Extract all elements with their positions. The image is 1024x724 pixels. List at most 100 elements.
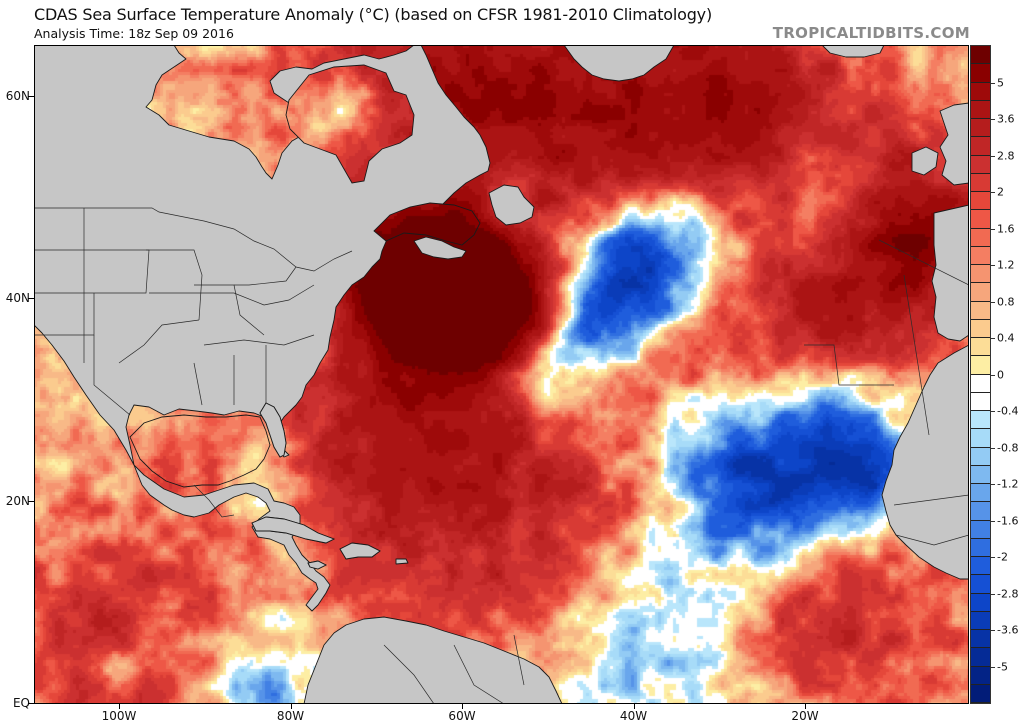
iceland [821, 45, 885, 58]
colorbar-segment [971, 210, 990, 229]
lon-tick [633, 704, 635, 709]
colorbar-label: -1.6 [997, 514, 1019, 527]
colorbar-tick [991, 338, 995, 339]
lon-label: 20W [791, 709, 819, 723]
lon-tick [290, 704, 292, 709]
colorbar-segment [971, 192, 990, 211]
colorbar-segment [971, 538, 990, 557]
colorbar-label: -2.8 [997, 587, 1019, 600]
florida [259, 402, 287, 458]
colorbar-segment [971, 630, 990, 649]
colorbar-label: 0.8 [997, 295, 1015, 308]
colorbar-segment [971, 520, 990, 539]
colorbar-segment [971, 557, 990, 576]
colorbar-segment [971, 429, 990, 448]
colorbar-segment [971, 338, 990, 357]
colorbar-segment [971, 484, 990, 503]
colorbar-tick [991, 593, 995, 595]
brand-watermark: TROPICALTIDBITS.COM [772, 24, 970, 42]
colorbar-segment [971, 265, 990, 284]
colorbar-label: 3.6 [997, 112, 1015, 126]
lat-label: 40N [5, 291, 30, 306]
colorbar-segment [971, 465, 990, 484]
colorbar-segment [971, 392, 990, 411]
colorbar-tick [991, 484, 995, 485]
lat-tick [28, 703, 34, 704]
colorbar-segment [971, 319, 990, 338]
colorbar-tick [991, 155, 995, 157]
colorbar-label: -3.6 [997, 623, 1019, 637]
colorbar-segment [971, 301, 990, 320]
colorbar-segment [971, 648, 990, 667]
colorbar-segment [971, 447, 990, 466]
colorbar-tick [991, 119, 995, 120]
colorbar-label: 5 [997, 76, 1004, 89]
colorbar-segment [971, 64, 990, 83]
colorbar-label: 0.4 [997, 331, 1015, 345]
colorbar-tick [991, 374, 995, 376]
colorbar-tick [991, 557, 995, 558]
colorbar [970, 45, 991, 704]
hudson-bay [285, 64, 415, 184]
colorbar-segment [971, 356, 990, 375]
map-title: CDAS Sea Surface Temperature Anomaly (°C… [34, 5, 712, 24]
colorbar-tick [991, 447, 995, 449]
colorbar-segment [971, 593, 990, 612]
colorbar-label: 2 [997, 185, 1004, 199]
colorbar-segment [971, 119, 990, 138]
sst-anomaly-map [34, 45, 969, 704]
colorbar-segment [971, 684, 990, 703]
cuba [251, 516, 336, 544]
lat-tick [28, 298, 34, 300]
colorbar-segment [971, 82, 990, 101]
colorbar-segment [971, 46, 990, 65]
colorbar-segment [971, 173, 990, 192]
colorbar-label: -1.2 [997, 477, 1019, 491]
colorbar-label: 1.2 [997, 258, 1015, 272]
colorbar-segment [971, 228, 990, 247]
lat-label: 60N [5, 89, 30, 103]
colorbar-segment [971, 502, 990, 521]
great-britain [939, 102, 969, 186]
iberia [931, 204, 969, 342]
lon-label: 80W [276, 709, 305, 723]
lon-label: 100W [101, 709, 137, 723]
analysis-time: Analysis Time: 18z Sep 09 2016 [34, 26, 234, 41]
lon-tick [462, 704, 463, 709]
colorbar-tick [991, 666, 995, 668]
lat-label: EQ [12, 696, 30, 710]
colorbar-tick [991, 228, 995, 230]
maritimes [413, 236, 467, 260]
colorbar-segment [971, 100, 990, 119]
colorbar-tick [991, 192, 995, 193]
africa [881, 344, 969, 580]
colorbar-tick [991, 301, 995, 303]
colorbar-segment [971, 411, 990, 430]
gulf-of-mexico [129, 414, 271, 488]
lon-label: 60W [448, 709, 476, 723]
colorbar-segment [971, 155, 990, 174]
puerto-rico [395, 558, 409, 565]
south-america [303, 616, 563, 704]
jamaica [307, 560, 328, 570]
colorbar-tick [991, 82, 995, 84]
colorbar-tick [991, 265, 995, 266]
land-layer [34, 45, 969, 704]
colorbar-segment [971, 575, 990, 594]
greenland [563, 45, 675, 82]
gulf-of-st-lawrence [373, 202, 481, 246]
colorbar-segment [971, 283, 990, 302]
political-borders [34, 207, 969, 704]
colorbar-label: 2.8 [997, 149, 1015, 162]
lat-label: 20N [5, 493, 30, 508]
colorbar-segment [971, 137, 990, 156]
colorbar-label: -5 [997, 660, 1008, 673]
hispaniola [339, 542, 381, 560]
newfoundland [488, 184, 535, 226]
colorbar-segment [971, 666, 990, 685]
colorbar-segment [971, 246, 990, 265]
colorbar-tick [991, 520, 995, 522]
colorbar-segment [971, 611, 990, 630]
colorbar-segment [971, 374, 990, 393]
ireland [911, 146, 939, 176]
